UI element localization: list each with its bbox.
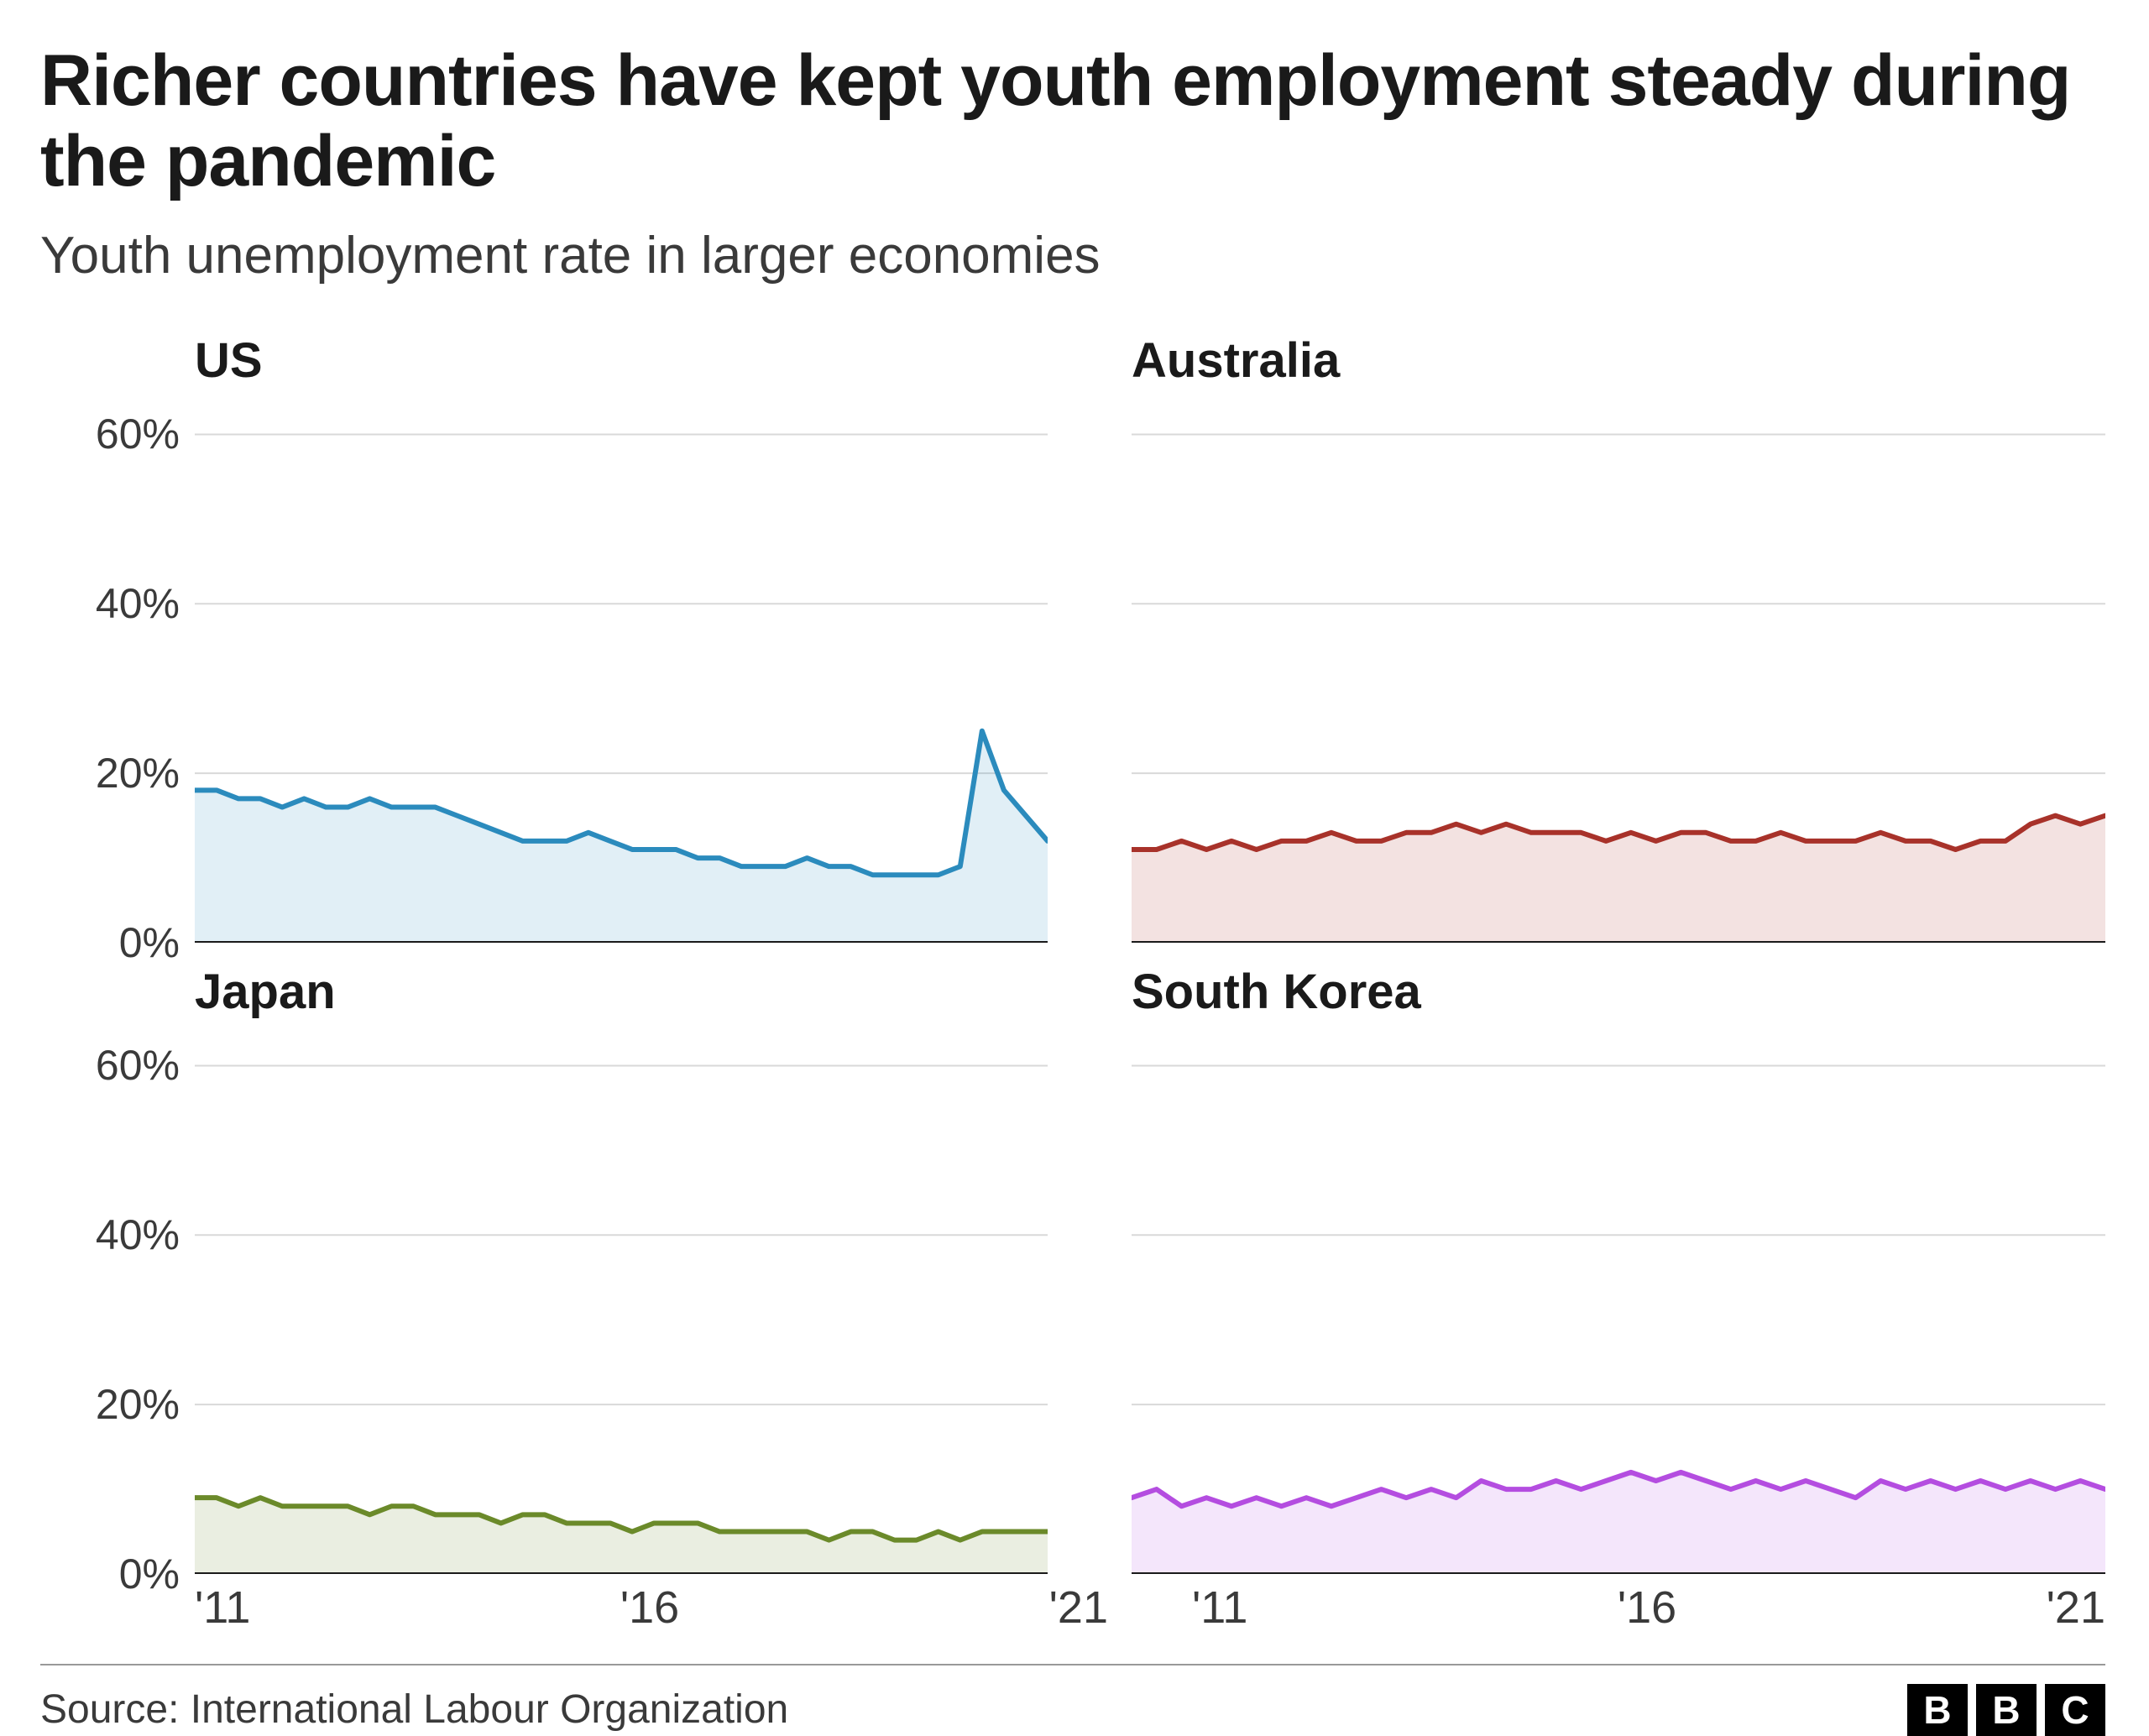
- x-axis-right: '11 '16 '21: [1192, 1582, 2105, 1634]
- x-tick: '21: [2047, 1582, 2105, 1634]
- panel-title-south-korea: South Korea: [1098, 964, 2105, 1020]
- y-axis-right-bottom: [1098, 1023, 1132, 1574]
- y-axis-left-top: 0%20%40%60%: [40, 392, 195, 943]
- y-axis-left-bottom: 0%20%40%60%: [40, 1023, 195, 1574]
- y-tick-label: 20%: [96, 1380, 180, 1429]
- bbc-letter: B: [1907, 1684, 1968, 1736]
- y-tick-label: 40%: [96, 1210, 180, 1259]
- chart-subtitle: Youth unemployment rate in larger econom…: [40, 226, 2132, 285]
- y-tick-label: 60%: [96, 1041, 180, 1090]
- footer: Source: International Labour Organizatio…: [40, 1664, 2105, 1736]
- x-axis-left: '11 '16 '21: [195, 1582, 1108, 1634]
- y-tick-label: 20%: [96, 749, 180, 797]
- plot-japan: [195, 1023, 1048, 1574]
- panel-title-japan: Japan: [40, 964, 1048, 1020]
- panel-title-us: US: [40, 332, 1048, 389]
- bbc-letter: C: [2045, 1684, 2105, 1736]
- x-tick: '21: [1049, 1582, 1108, 1634]
- bbc-letter: B: [1976, 1684, 2037, 1736]
- source-label: Source: International Labour Organizatio…: [40, 1686, 788, 1733]
- chart-title: Richer countries have kept youth employm…: [40, 40, 2132, 202]
- panel-title-australia: Australia: [1098, 332, 2105, 389]
- x-tick: '16: [620, 1582, 679, 1634]
- plot-south-korea: [1132, 1023, 2105, 1574]
- panel-japan: Japan 0%20%40%60%: [40, 964, 1048, 1575]
- panel-grid: US 0%20%40%60% Australia Japan 0%20%40%6…: [40, 332, 2105, 1575]
- y-tick-label: 60%: [96, 410, 180, 458]
- x-axis-row: '11 '16 '21 '11 '16 '21: [40, 1582, 2105, 1634]
- bbc-logo: B B C: [1907, 1684, 2105, 1736]
- panel-australia: Australia: [1098, 332, 2105, 944]
- y-tick-label: 0%: [119, 918, 180, 967]
- panel-us: US 0%20%40%60%: [40, 332, 1048, 944]
- x-tick: '11: [195, 1582, 250, 1634]
- x-tick: '16: [1618, 1582, 1676, 1634]
- y-tick-label: 40%: [96, 579, 180, 628]
- y-axis-right-top: [1098, 392, 1132, 943]
- panel-south-korea: South Korea: [1098, 964, 2105, 1575]
- plot-australia: [1132, 392, 2105, 943]
- plot-us: [195, 392, 1048, 943]
- y-tick-label: 0%: [119, 1550, 180, 1598]
- x-tick: '11: [1192, 1582, 1247, 1634]
